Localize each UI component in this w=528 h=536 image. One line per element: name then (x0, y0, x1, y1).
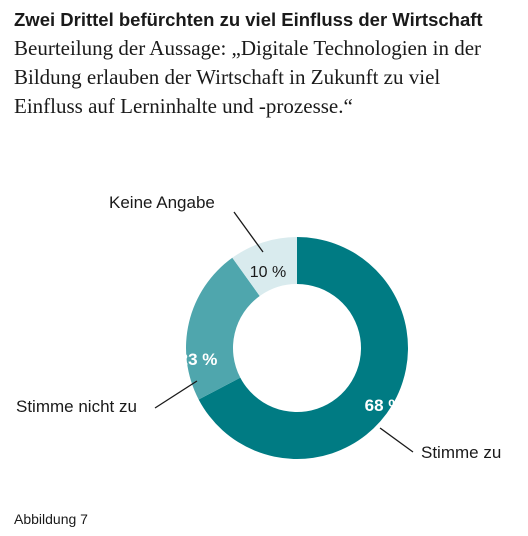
figure-caption: Abbildung 7 (14, 511, 88, 527)
slice-stimme-nicht-zu (186, 257, 260, 400)
slice-value-stimme-nicht-zu: 23 % (179, 350, 218, 369)
slice-keine-angabe (232, 237, 297, 296)
slice-label-stimme-nicht-zu: Stimme nicht zu (16, 397, 137, 416)
slice-label-stimme-zu: Stimme zu (421, 443, 501, 462)
slice-leader-line-stimme-nicht-zu (154, 380, 198, 409)
chart-slices (186, 237, 408, 459)
slice-stimme-zu (198, 237, 408, 459)
slice-value-stimme-zu: 68 % (365, 396, 404, 415)
chart-title: Zwei Drittel befürchten zu viel Einfluss… (14, 9, 483, 30)
slice-label-keine-angabe: Keine Angabe (109, 193, 215, 212)
chart-subtitle: Beurteilung der Aussage: „Digitale Techn… (14, 36, 482, 118)
slice-value-keine-angabe: 10 % (250, 264, 286, 281)
slice-leader-line-stimme-zu (379, 427, 414, 453)
slice-leader-line-keine-angabe (233, 211, 264, 253)
